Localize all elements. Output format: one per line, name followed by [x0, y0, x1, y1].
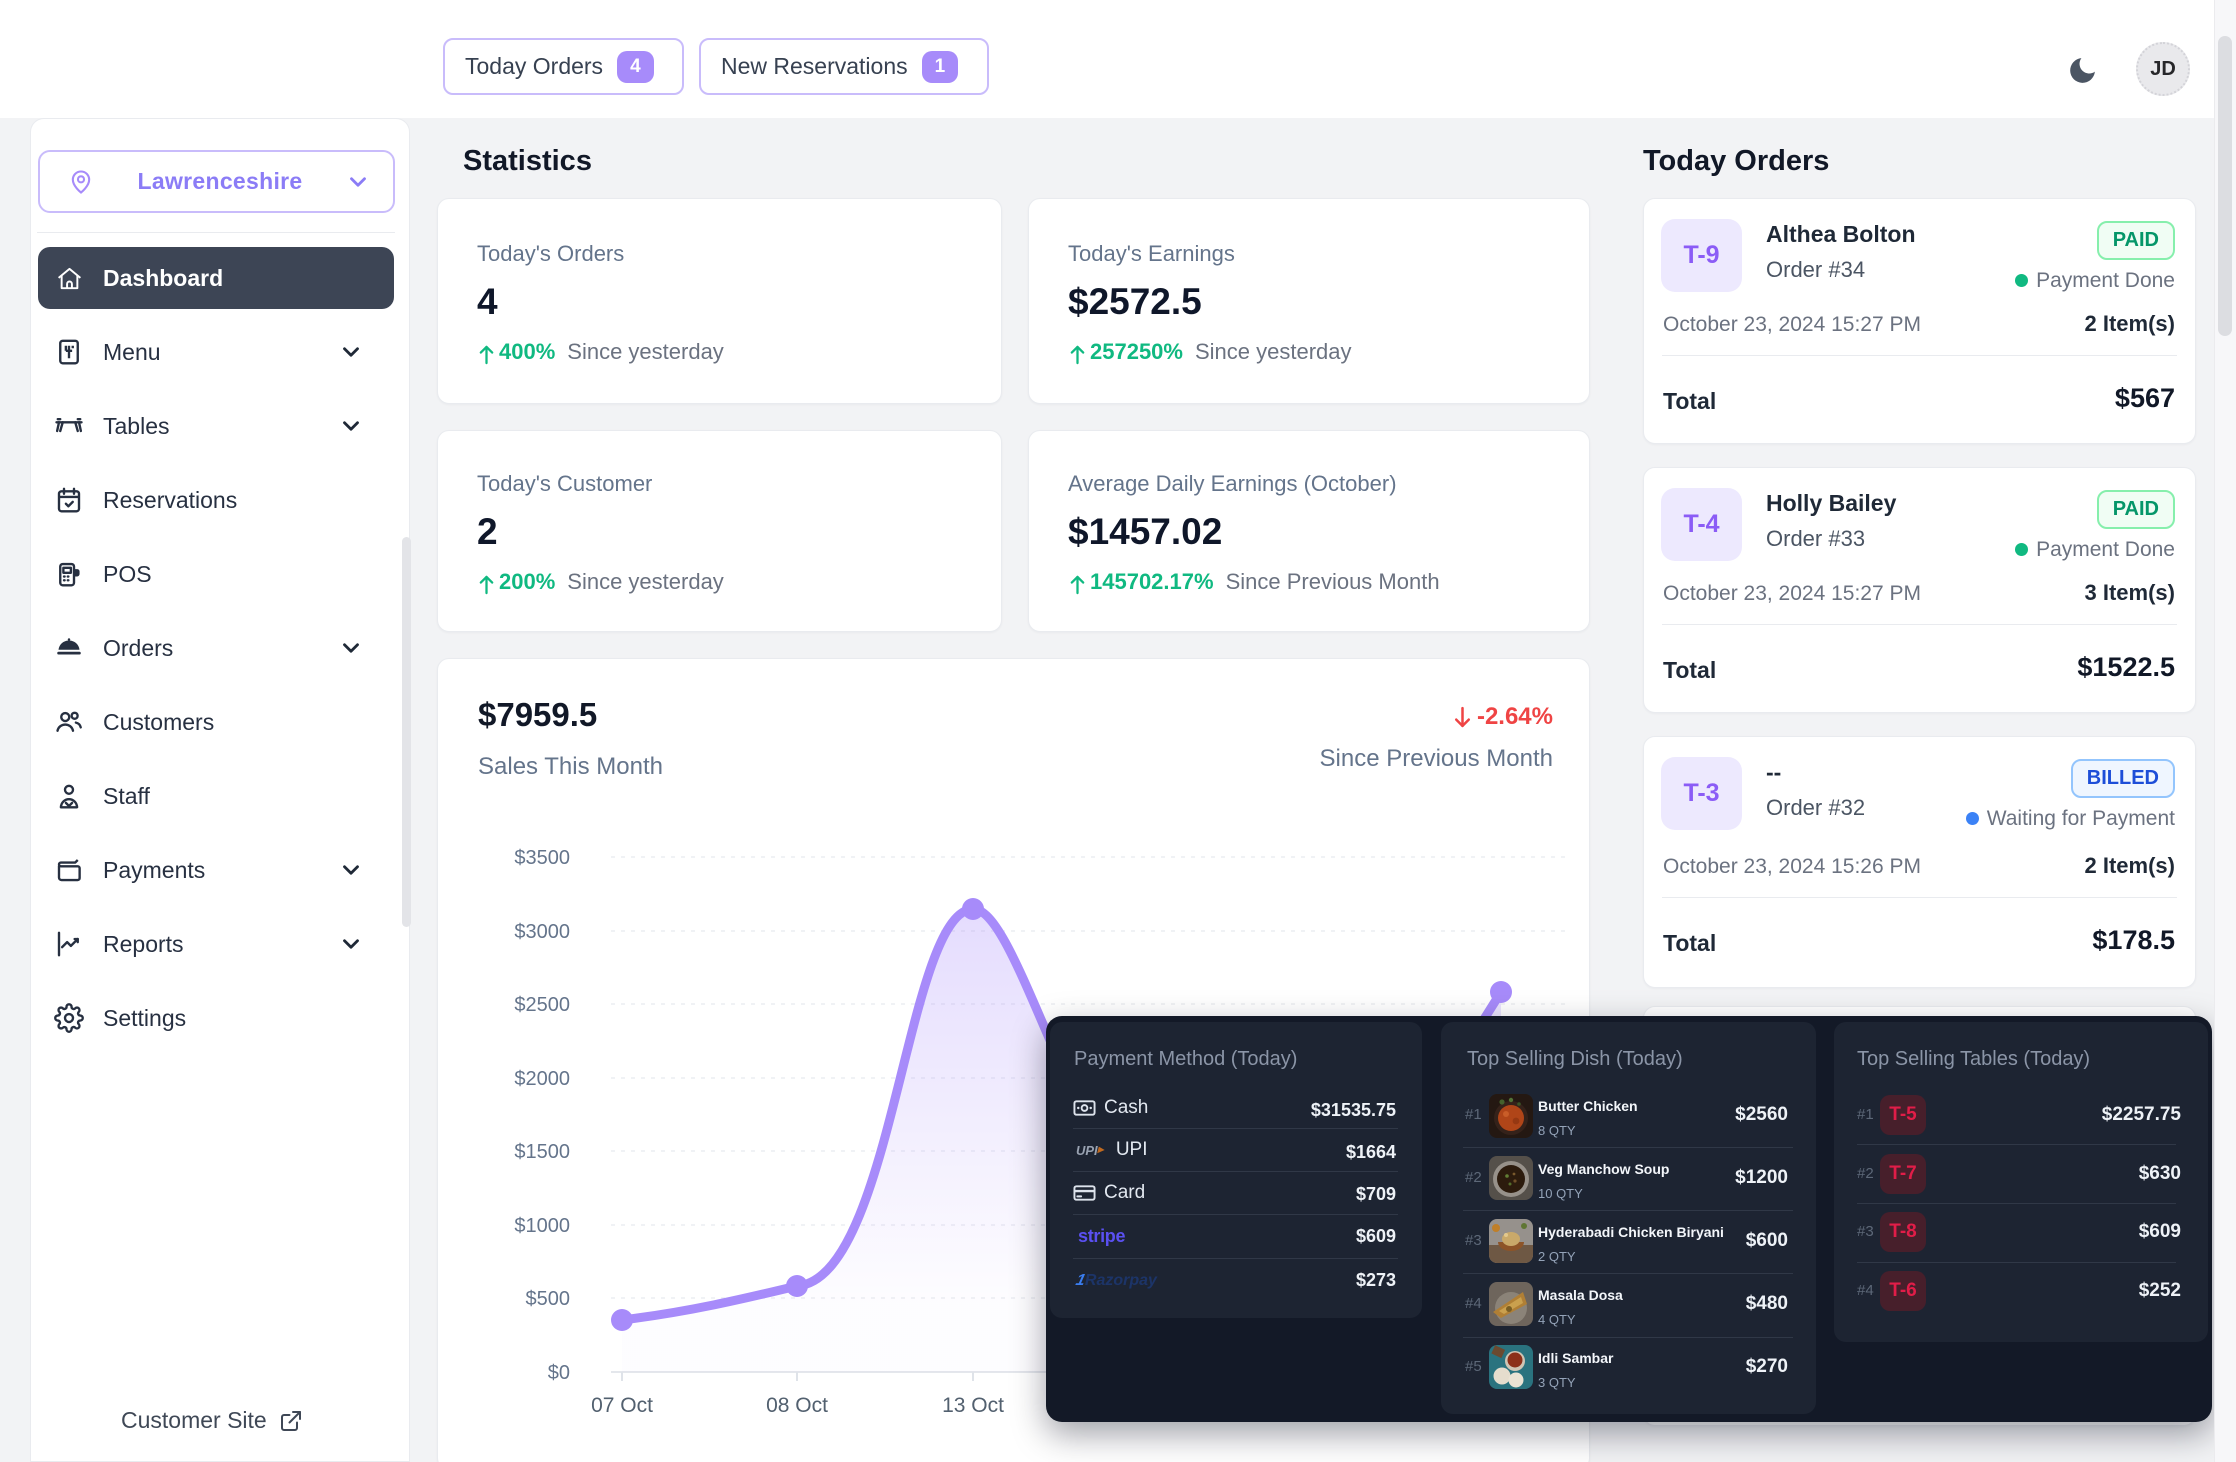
svg-text:$500: $500	[526, 1288, 571, 1310]
svg-text:$1000: $1000	[514, 1215, 570, 1237]
svg-text:07 Oct: 07 Oct	[591, 1394, 653, 1417]
svg-text:13 Oct: 13 Oct	[942, 1394, 1004, 1417]
svg-text:$2000: $2000	[514, 1068, 570, 1090]
svg-text:$1500: $1500	[514, 1141, 570, 1163]
svg-text:$0: $0	[548, 1362, 570, 1384]
svg-text:$2500: $2500	[514, 994, 570, 1016]
svg-text:$3500: $3500	[514, 847, 570, 869]
svg-text:$3000: $3000	[514, 921, 570, 943]
svg-text:08 Oct: 08 Oct	[766, 1394, 828, 1417]
